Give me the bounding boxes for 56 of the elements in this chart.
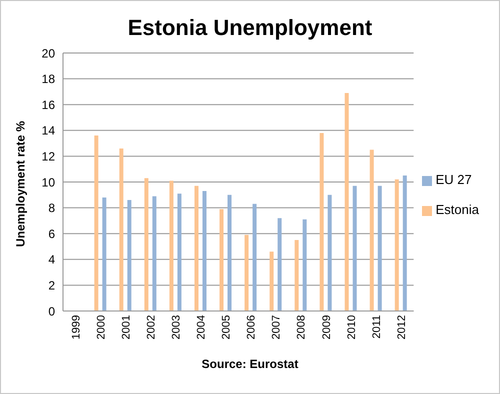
y-tick-label: 16 bbox=[42, 98, 56, 112]
bar bbox=[228, 194, 232, 311]
y-tick-label: 14 bbox=[42, 124, 56, 138]
x-tick-label: 2006 bbox=[246, 315, 258, 340]
x-tick-label: 2007 bbox=[270, 315, 283, 340]
bar bbox=[378, 186, 382, 311]
chart-title: Estonia Unemployment bbox=[126, 15, 374, 42]
bar bbox=[244, 234, 249, 311]
bar bbox=[119, 148, 124, 311]
x-tick-label: 2011 bbox=[370, 315, 383, 339]
y-axis-title: Unemployment rate % bbox=[13, 120, 28, 247]
bar bbox=[202, 191, 206, 311]
x-tick-label: 1999 bbox=[70, 315, 82, 340]
y-tick-label: 10 bbox=[42, 175, 56, 190]
x-tick-label: 2000 bbox=[95, 315, 108, 340]
bar bbox=[270, 252, 274, 311]
x-tick-label: 2012 bbox=[396, 315, 408, 340]
bar bbox=[294, 240, 299, 311]
bar bbox=[220, 209, 224, 311]
bar bbox=[370, 150, 374, 311]
bar bbox=[144, 178, 148, 311]
bar bbox=[302, 219, 307, 311]
bar bbox=[94, 136, 98, 311]
x-tick-label: 2001 bbox=[120, 315, 132, 340]
bar bbox=[402, 176, 407, 311]
y-tick-label: 18 bbox=[42, 72, 56, 86]
legend-label: Estonia bbox=[436, 202, 479, 217]
bar bbox=[177, 194, 182, 311]
bar bbox=[102, 197, 106, 311]
bar bbox=[320, 132, 324, 311]
source-note: Source: Eurostat bbox=[200, 357, 300, 371]
y-tick-label: 12 bbox=[42, 149, 56, 164]
bar bbox=[127, 200, 132, 311]
y-tick-label: 20 bbox=[42, 46, 56, 60]
bar bbox=[344, 92, 349, 311]
bar bbox=[169, 180, 174, 311]
x-tick-label: 2004 bbox=[196, 315, 208, 340]
y-tick-label: 0 bbox=[48, 304, 56, 318]
bar bbox=[394, 179, 399, 311]
y-tick-label: 8 bbox=[48, 201, 56, 216]
x-tick-label: 2009 bbox=[320, 315, 333, 340]
bar bbox=[194, 186, 198, 311]
bar bbox=[278, 218, 282, 311]
x-tick-label: 2003 bbox=[170, 315, 183, 340]
x-tick-label: 2002 bbox=[145, 315, 158, 340]
y-tick-label: 6 bbox=[48, 226, 56, 241]
y-tick-label: 2 bbox=[48, 278, 56, 292]
bar bbox=[152, 196, 156, 311]
x-tick-label: 2008 bbox=[296, 315, 308, 340]
x-tick-label: 2005 bbox=[220, 315, 233, 340]
x-tick-label: 2010 bbox=[346, 315, 358, 340]
legend-label: EU 27 bbox=[436, 172, 472, 187]
bar bbox=[352, 186, 357, 311]
bar bbox=[252, 204, 257, 311]
y-tick-label: 4 bbox=[48, 252, 56, 267]
bar bbox=[328, 194, 332, 311]
